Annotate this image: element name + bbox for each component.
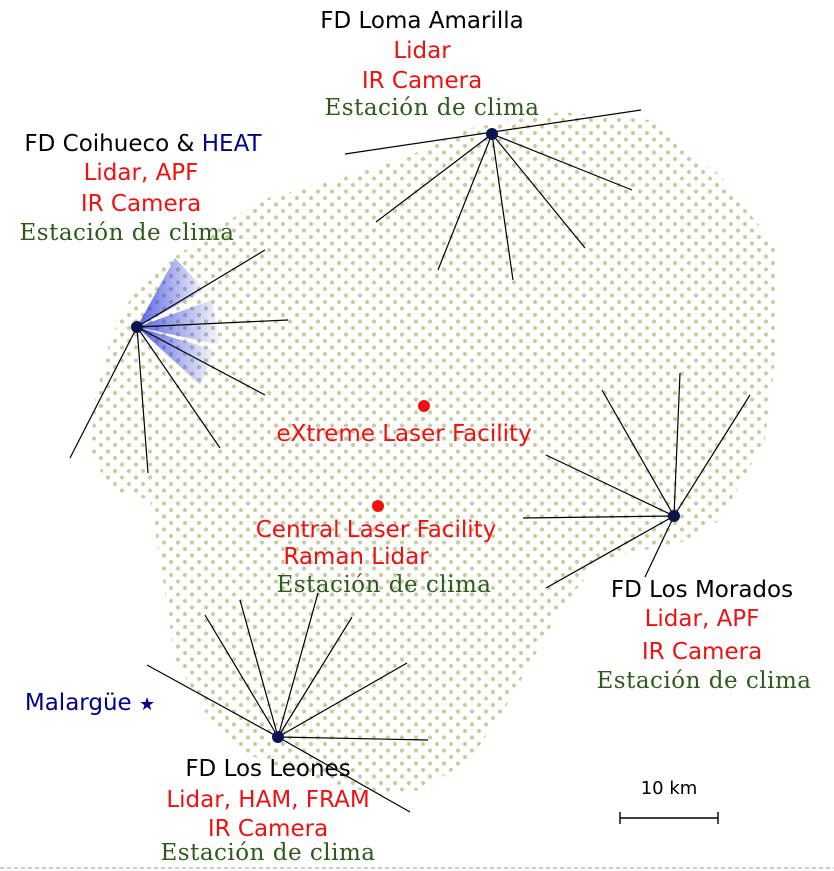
fd-los-morados-weather: Estación de clima <box>596 666 811 696</box>
fd-loma-amarilla-name: FD Loma Amarilla <box>320 6 524 36</box>
fd-loma-amarilla-instrument-2: IR Camera <box>362 66 482 96</box>
fd-los-morados-instrument-1: Lidar, APF <box>645 604 760 634</box>
fd-loma-amarilla-marker <box>486 128 498 140</box>
fd-los-morados-marker <box>668 510 680 522</box>
fd-coihueco-instrument-1: Lidar, APF <box>84 158 199 188</box>
fd-coihueco-marker <box>131 321 143 333</box>
scale-bar <box>620 812 718 824</box>
fd-loma-amarilla-instrument-1: Lidar <box>393 36 450 66</box>
clf-name: Central Laser Facility <box>256 515 497 545</box>
fd-coihueco-name-text: FD Coihueco & <box>24 131 194 157</box>
xlf-name: eXtreme Laser Facility <box>276 419 531 449</box>
clf-weather: Estación de clima <box>276 570 491 600</box>
fd-los-leones-instrument-1: Lidar, HAM, FRAM <box>166 785 369 815</box>
fd-coihueco-name: FD Coihueco & HEAT <box>24 129 261 159</box>
clf-marker <box>372 500 384 512</box>
fd-coihueco-weather: Estación de clima <box>19 218 234 248</box>
fd-coihueco-instrument-2: IR Camera <box>81 189 201 219</box>
fd-los-leones-marker <box>272 731 284 743</box>
xlf-marker <box>418 400 430 412</box>
clf-raman-lidar: Raman Lidar <box>283 542 428 572</box>
fd-los-leones-name: FD Los Leones <box>185 754 350 784</box>
heat-label: HEAT <box>202 131 262 157</box>
malargue-label: Malargüe ★ <box>25 688 155 720</box>
star-icon: ★ <box>139 694 155 715</box>
malargue-name: Malargüe <box>25 690 132 716</box>
scale-bar-label: 10 km <box>641 778 698 799</box>
fd-loma-amarilla-weather: Estación de clima <box>324 93 539 123</box>
fd-los-morados-name: FD Los Morados <box>611 575 793 605</box>
fd-los-leones-weather: Estación de clima <box>160 838 375 868</box>
fd-los-morados-instrument-2: IR Camera <box>642 637 762 667</box>
